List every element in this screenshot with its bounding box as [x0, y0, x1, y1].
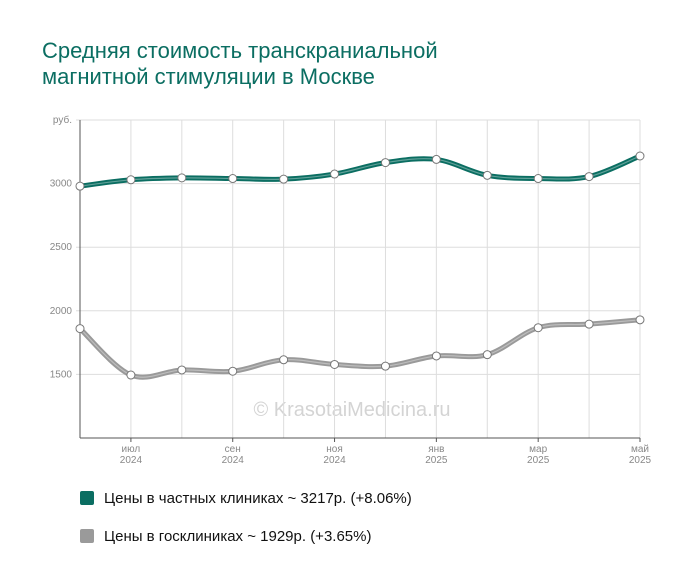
- data-point: [635, 315, 645, 325]
- series-line: [78, 317, 641, 380]
- x-tick-label: июл: [122, 444, 141, 455]
- x-tick-label: 2025: [527, 455, 550, 466]
- x-tick-label: 2025: [425, 455, 448, 466]
- legend-item: Цены в частных клиниках ~ 3217р. (+8.06%…: [80, 488, 412, 508]
- data-point: [330, 169, 340, 179]
- series-line-highlight: [79, 155, 641, 187]
- legend: Цены в частных клиниках ~ 3217р. (+8.06%…: [80, 488, 412, 564]
- y-tick-label: 2000: [50, 306, 73, 317]
- data-point: [533, 323, 543, 333]
- data-point: [177, 173, 187, 183]
- data-point: [228, 366, 238, 376]
- data-point: [431, 351, 441, 361]
- legend-swatch: [80, 491, 94, 505]
- data-point: [177, 365, 187, 375]
- x-tick-label: май: [631, 444, 649, 455]
- data-point: [228, 174, 238, 184]
- data-point: [431, 154, 441, 164]
- data-point: [380, 361, 390, 371]
- legend-label: Цены в частных клиниках ~ 3217р. (+8.06%…: [104, 489, 412, 507]
- data-point: [75, 324, 85, 334]
- x-tick-label: 2024: [222, 455, 245, 466]
- y-tick-label: 2500: [50, 242, 73, 253]
- data-point: [482, 170, 492, 180]
- x-tick-label: сен: [225, 444, 241, 455]
- legend-swatch: [80, 529, 94, 543]
- data-point: [126, 175, 136, 185]
- y-tick-label: руб.: [53, 114, 72, 126]
- watermark: © KrasotaiMedicina.ru: [253, 399, 450, 421]
- data-point: [380, 158, 390, 168]
- chart-title: Средняя стоимость транскраниальной магни…: [42, 38, 438, 89]
- data-point: [584, 172, 594, 182]
- y-tick-label: 3000: [50, 179, 73, 190]
- data-point: [330, 359, 340, 369]
- x-tick-label: 2025: [629, 455, 652, 466]
- x-tick-label: мар: [529, 444, 547, 455]
- data-point: [635, 151, 645, 161]
- data-point: [279, 174, 289, 184]
- x-tick-label: ноя: [326, 444, 343, 455]
- x-tick-label: 2024: [323, 455, 346, 466]
- y-tick-label: 1500: [50, 369, 73, 380]
- x-tick-label: 2024: [120, 455, 143, 466]
- data-point: [126, 370, 136, 380]
- series-line: [79, 153, 641, 189]
- data-point: [584, 319, 594, 329]
- data-point: [279, 355, 289, 365]
- data-point: [75, 181, 85, 191]
- legend-label: Цены в госклиниках ~ 1929р. (+3.65%): [104, 527, 372, 545]
- x-tick-label: янв: [428, 444, 444, 455]
- data-point: [533, 174, 543, 184]
- legend-item: Цены в госклиниках ~ 1929р. (+3.65%): [80, 526, 412, 546]
- data-point: [482, 350, 492, 360]
